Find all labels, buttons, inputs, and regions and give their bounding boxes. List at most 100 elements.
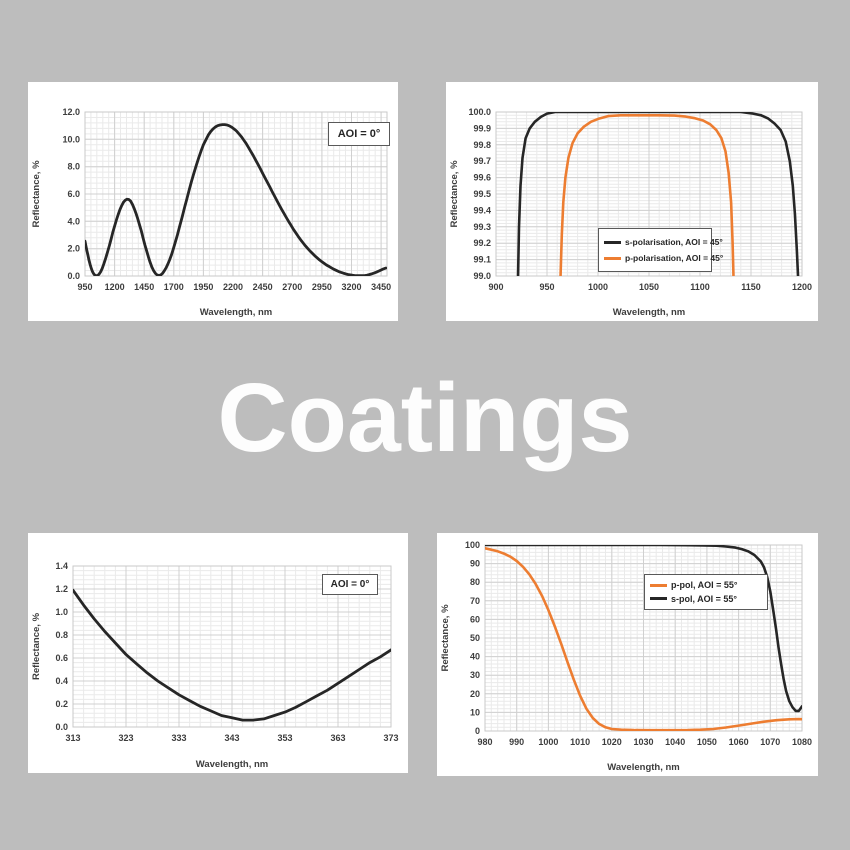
chart-panel-bottom-left: 313 323 333 343 353 363 373 0.0 0.2 0.4 0.6 0.8 1.0 1… [28,533,408,773]
svg-text:0.8: 0.8 [55,630,68,640]
svg-text:99.1: 99.1 [473,255,491,265]
x-axis-title: Wavelength, nm [613,307,686,318]
svg-text:1700: 1700 [164,282,184,292]
legend-entry-s-pol-aoi-55: s-pol, AOI = 55° [650,594,762,604]
svg-text:99.0: 99.0 [473,271,491,281]
axis-tick-labels: 313 323 333 343 353 363 373 0.0 0.2 0.4 0.6 0.8 1.0 1… [55,561,398,743]
svg-text:343: 343 [224,733,239,743]
svg-text:6.0: 6.0 [67,189,80,199]
legend-line-swatch [604,256,621,260]
svg-text:1.4: 1.4 [55,561,68,571]
svg-text:1020: 1020 [602,737,622,747]
x-axis-title: Wavelength, nm [200,307,273,318]
svg-text:1080: 1080 [792,737,812,747]
svg-text:1950: 1950 [193,282,213,292]
series-lines [485,545,802,731]
svg-text:1050: 1050 [639,282,659,292]
chart-svg-broadband-ar: 950 1200 1450 1700 1950 2200 2450 2700 2950 3200 3… [31,107,391,318]
svg-text:60: 60 [470,614,480,624]
annotation-aoi: AOI = 0° [328,122,390,146]
svg-text:40: 40 [470,652,480,662]
legend-entry-p-pol-aoi-55: p-pol, AOI = 55° [650,580,762,590]
legend-line-swatch [650,597,667,601]
svg-text:1010: 1010 [570,737,590,747]
svg-text:1000: 1000 [538,737,558,747]
axis-tick-labels: 900 950 1000 1050 1100 1150 1200 99.0 99.1 99.2 99… [468,107,812,292]
y-axis-title: Reflectance, % [449,160,460,228]
svg-text:0.4: 0.4 [55,676,68,686]
y-axis-title: Reflectance, % [31,612,42,680]
legend-label: p-pol, AOI = 55° [671,580,738,591]
x-axis-title: Wavelength, nm [607,762,680,773]
y-axis-title: Reflectance, % [440,604,451,672]
svg-text:1.0: 1.0 [55,607,68,617]
svg-text:950: 950 [77,282,92,292]
series-reflectance [73,588,391,722]
svg-text:0.2: 0.2 [55,699,68,709]
x-axis-title: Wavelength, nm [196,759,269,770]
chart-panel-top-right: 900 950 1000 1050 1100 1150 1200 99.0 99.1 99.2 99… [446,82,818,321]
svg-text:1450: 1450 [134,282,154,292]
svg-text:99.6: 99.6 [473,173,491,183]
svg-text:1200: 1200 [792,282,812,292]
svg-text:50: 50 [470,633,480,643]
svg-text:1150: 1150 [741,282,761,292]
svg-text:2450: 2450 [253,282,273,292]
svg-text:99.7: 99.7 [473,156,491,166]
svg-text:2700: 2700 [282,282,302,292]
svg-text:20: 20 [470,689,480,699]
series-reflectance [85,123,387,276]
chart-svg-mirror-45deg: 900 950 1000 1050 1100 1150 1200 99.0 99.1 99.2 99… [449,107,812,318]
svg-text:80: 80 [470,577,480,587]
plot-border [72,565,392,728]
series-s-pol-aoi-55 [485,545,802,713]
svg-text:10: 10 [470,707,480,717]
legend-label: s-pol, AOI = 55° [671,593,738,604]
annotation-aoi: AOI = 0° [322,574,378,595]
svg-text:1050: 1050 [697,737,717,747]
series-lines [85,123,387,276]
svg-text:2200: 2200 [223,282,243,292]
svg-text:950: 950 [539,282,554,292]
svg-text:2.0: 2.0 [67,244,80,254]
page-title: Coatings [217,363,633,472]
series-lines [516,112,800,276]
svg-text:1040: 1040 [665,737,685,747]
svg-text:363: 363 [330,733,345,743]
svg-text:1100: 1100 [690,282,710,292]
svg-text:0.0: 0.0 [67,271,80,281]
svg-text:1200: 1200 [105,282,125,292]
svg-text:313: 313 [65,733,80,743]
svg-text:4.0: 4.0 [67,216,80,226]
svg-text:900: 900 [488,282,503,292]
y-axis-title: Reflectance, % [31,160,42,228]
svg-text:12.0: 12.0 [62,107,80,117]
svg-text:30: 30 [470,670,480,680]
svg-text:0.0: 0.0 [55,722,68,732]
legend-entry-s-polarisation-aoi-45: s-polarisation, AOI = 45° [604,237,723,247]
series-s-polarisation-aoi-45 [516,112,800,276]
svg-text:90: 90 [470,559,480,569]
svg-text:990: 990 [509,737,524,747]
legend: p-pol, AOI = 55° s-pol, AOI = 55° [644,574,768,610]
svg-text:373: 373 [383,733,398,743]
chart-panel-top-left: 950 1200 1450 1700 1950 2200 2450 2700 2950 3200 3… [28,82,398,321]
svg-text:99.5: 99.5 [473,189,491,199]
chart-svg-polarizer-55deg: 980 990 1000 1010 1020 1030 1040 1050 1060 1070 10… [440,540,812,773]
svg-text:0.6: 0.6 [55,653,68,663]
svg-text:353: 353 [277,733,292,743]
svg-text:99.2: 99.2 [473,238,491,248]
svg-text:8.0: 8.0 [67,162,80,172]
svg-text:99.3: 99.3 [473,222,491,232]
svg-text:100: 100 [465,540,480,550]
svg-text:323: 323 [118,733,133,743]
legend-line-swatch [604,240,621,244]
svg-text:99.4: 99.4 [473,205,491,215]
svg-text:1070: 1070 [760,737,780,747]
legend-label: p-polarisation, AOI = 45° [625,253,724,263]
svg-text:1060: 1060 [729,737,749,747]
svg-text:1000: 1000 [588,282,608,292]
svg-text:1030: 1030 [633,737,653,747]
legend: s-polarisation, AOI = 45° p-polarisation,… [598,228,723,272]
